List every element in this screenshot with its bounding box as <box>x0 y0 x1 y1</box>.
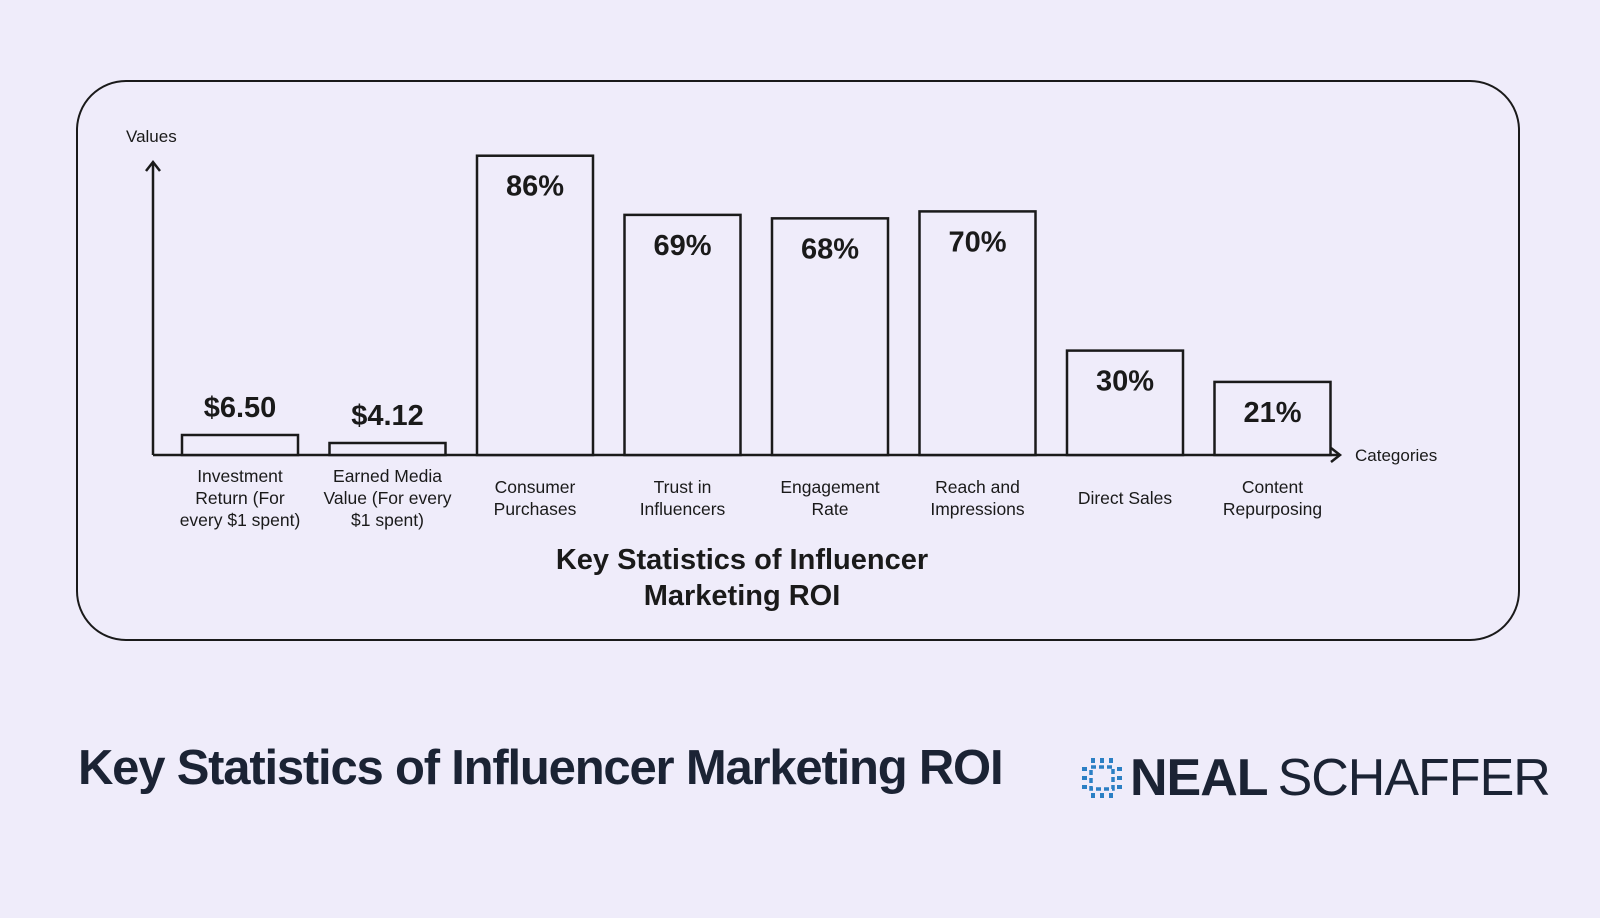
category-tick-label: Purchases <box>494 499 577 519</box>
bar <box>1065 349 1185 457</box>
category-tick-label: Impressions <box>930 499 1025 519</box>
data-label: $4.12 <box>351 400 424 432</box>
y-axis-title: Values <box>126 127 177 146</box>
chart-title: Marketing ROI <box>644 580 841 612</box>
category-tick-label: Trust in <box>654 477 712 497</box>
category-tick-label: Reach and <box>935 477 1020 497</box>
category-tick-label: Return (For <box>195 488 285 508</box>
bar <box>623 213 742 457</box>
chip-logo-icon <box>1082 758 1122 798</box>
chart-bars <box>180 154 1332 457</box>
category-tick-label: Consumer <box>495 477 576 497</box>
brand-name-last: SCHAFFER <box>1277 749 1551 807</box>
category-tick-label: Content <box>1242 477 1303 497</box>
bar <box>770 217 890 457</box>
data-label: 69% <box>653 230 711 262</box>
category-tick-label: Value (For every <box>323 488 451 508</box>
chart-title: Key Statistics of Influencer <box>556 544 928 576</box>
data-label: $6.50 <box>204 392 277 424</box>
category-tick-label: every $1 spent) <box>180 510 301 530</box>
category-tick-label: Rate <box>812 499 849 519</box>
data-label: 21% <box>1243 397 1301 429</box>
bar <box>918 210 1037 457</box>
bar <box>328 441 447 457</box>
data-label: 70% <box>948 226 1006 258</box>
category-tick-label: $1 spent) <box>351 510 424 530</box>
category-tick-label: Influencers <box>640 499 726 519</box>
page-title: Key Statistics of Influencer Marketing R… <box>78 741 1004 795</box>
chart-card: Values Categories $6.50 Investment Return (F… <box>76 80 1520 641</box>
category-tick-label: Investment <box>197 466 283 486</box>
brand-name-first: NEAL <box>1130 749 1269 807</box>
category-tick-label: Repurposing <box>1223 499 1322 519</box>
y-axis-arrow <box>145 159 161 172</box>
bar <box>180 433 300 457</box>
x-axis-arrow <box>1330 447 1343 463</box>
bar <box>1213 380 1332 457</box>
brand-logo: NEAL SCHAFFER <box>1080 748 1551 808</box>
category-tick-label: Earned Media <box>333 466 442 486</box>
data-label: 68% <box>801 233 859 265</box>
category-tick-label: Engagement <box>780 477 879 497</box>
x-axis-title: Categories <box>1355 446 1437 465</box>
data-label: 86% <box>506 171 564 203</box>
bar <box>475 154 595 457</box>
category-tick-label: Direct Sales <box>1078 488 1173 508</box>
data-label: 30% <box>1096 366 1154 398</box>
